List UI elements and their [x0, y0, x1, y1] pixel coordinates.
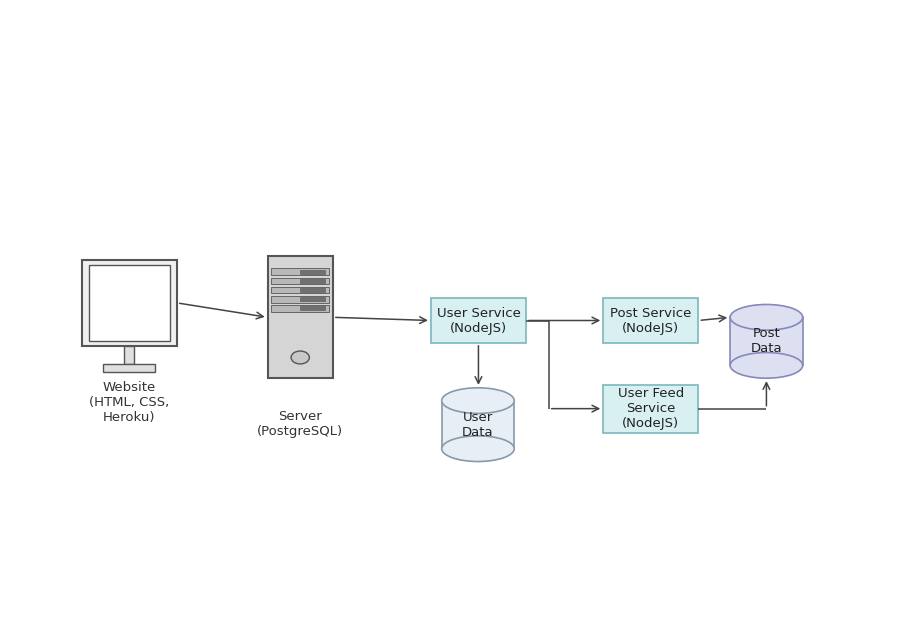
Bar: [271, 296, 329, 303]
Bar: [271, 269, 329, 275]
Text: User Service
(NodeJS): User Service (NodeJS): [436, 306, 521, 335]
Text: User
Data: User Data: [463, 411, 493, 438]
Ellipse shape: [442, 436, 514, 462]
Bar: [442, 401, 514, 449]
Text: User Feed
Service
(NodeJS): User Feed Service (NodeJS): [618, 387, 684, 430]
Bar: [603, 385, 698, 433]
Bar: [300, 297, 325, 301]
Bar: [603, 298, 698, 343]
Circle shape: [291, 351, 309, 364]
Bar: [300, 288, 325, 292]
Bar: [124, 346, 134, 364]
Ellipse shape: [442, 388, 514, 413]
Bar: [431, 298, 526, 343]
Text: Post
Data: Post Data: [751, 328, 782, 355]
Bar: [271, 287, 329, 294]
Bar: [89, 265, 170, 341]
Bar: [103, 364, 155, 372]
Bar: [300, 270, 325, 274]
Ellipse shape: [730, 353, 803, 378]
Bar: [268, 256, 333, 378]
Text: Server
(PostgreSQL): Server (PostgreSQL): [258, 410, 343, 438]
Ellipse shape: [730, 304, 803, 330]
Bar: [730, 317, 803, 365]
Text: Post Service
(NodeJS): Post Service (NodeJS): [610, 306, 691, 335]
Bar: [300, 306, 325, 310]
Bar: [271, 278, 329, 285]
Text: Website
(HTML, CSS,
Heroku): Website (HTML, CSS, Heroku): [89, 381, 170, 424]
Bar: [300, 279, 325, 283]
Bar: [82, 260, 177, 346]
Bar: [271, 305, 329, 312]
